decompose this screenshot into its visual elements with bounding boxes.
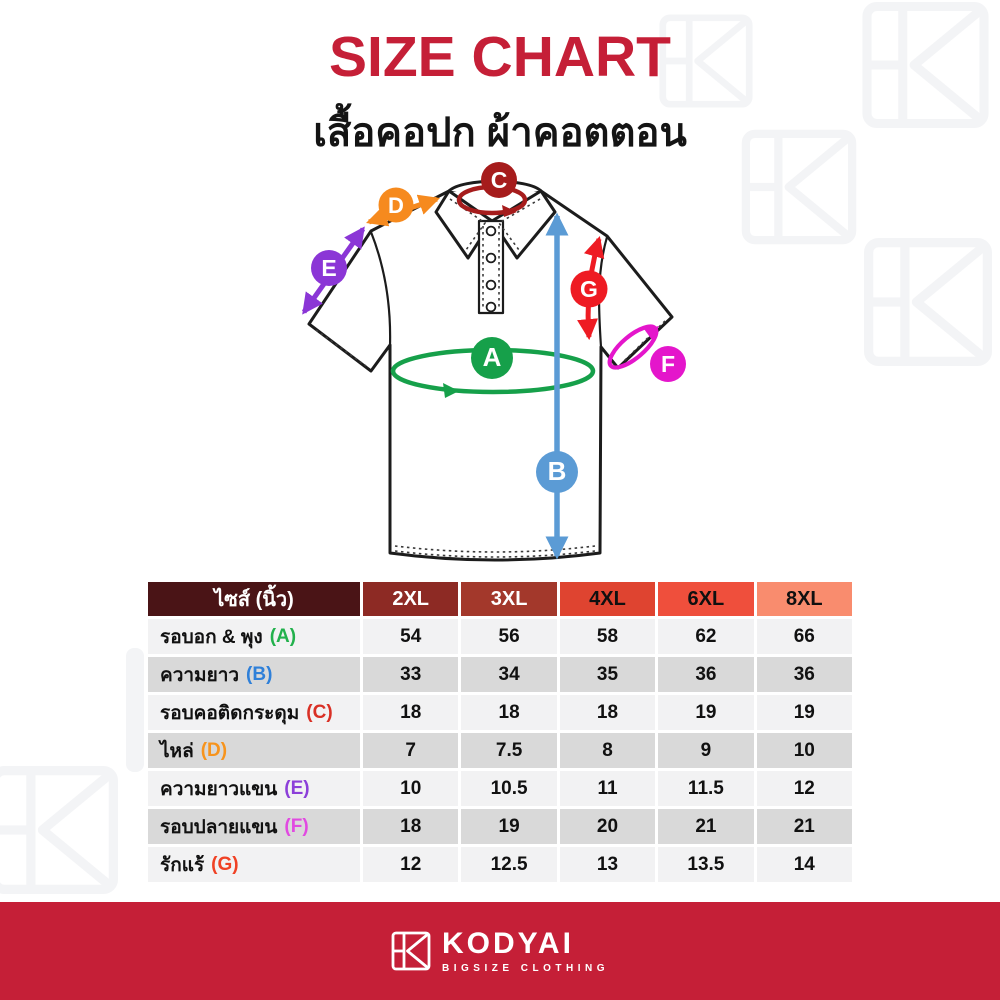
svg-text:B: B	[548, 456, 567, 486]
row-label-collar: รอบคอติดกระดุม (C)	[148, 695, 360, 730]
table-header-8xl: 8XL	[756, 582, 852, 616]
brand-logo: KODYAI BIGSIZE CLOTHING	[391, 928, 609, 974]
svg-text:D: D	[388, 193, 404, 218]
page-subtitle: เสื้อคอปก ผ้าคอตตอน	[313, 111, 687, 155]
row-label-shoulder: ไหล่ (D)	[148, 733, 360, 768]
table-header-4xl: 4XL	[559, 582, 656, 616]
table-value: 19	[658, 695, 754, 730]
row-label-sleeve-length: ความยาวแขน (E)	[148, 771, 360, 806]
table-value: 56	[461, 619, 557, 654]
page-title: SIZE CHART	[329, 25, 671, 89]
table-header-2xl: 2XL	[363, 582, 459, 616]
row-label-chest: รอบอก & พุง (A)	[148, 619, 360, 654]
table-header-size: ไซส์ (นิ้ว)	[148, 582, 360, 616]
svg-text:E: E	[321, 255, 336, 281]
brand-name: KODYAI	[442, 927, 574, 961]
table-value: 10	[363, 771, 459, 806]
row-label-length: ความยาว (B)	[148, 657, 360, 692]
table-value: 66	[756, 619, 852, 654]
table-value: 10.5	[461, 771, 557, 806]
table-value: 21	[756, 809, 852, 844]
table-value: 7.5	[461, 733, 557, 768]
size-table: ไซส์ (นิ้ว) 2XL 3XL 4XL 6XL 8XL รอบอก & …	[148, 582, 852, 882]
svg-text:A: A	[483, 342, 502, 372]
table-value: 8	[559, 733, 656, 768]
brand-text: KODYAI BIGSIZE CLOTHING	[442, 928, 609, 974]
measure-g-armpit: G	[570, 235, 608, 341]
table-value: 18	[363, 809, 459, 844]
measure-a-chest: A	[390, 337, 596, 398]
table-value: 20	[559, 809, 656, 844]
placket-buttons	[485, 225, 497, 313]
shirt-measurement-diagram: A B C D E F G	[301, 162, 686, 562]
measure-b-length: B	[536, 212, 578, 560]
svg-text:C: C	[491, 167, 508, 193]
table-value: 9	[658, 733, 754, 768]
table-value: 13.5	[658, 847, 754, 882]
table-value: 58	[559, 619, 656, 654]
kodyai-k-icon	[391, 931, 431, 971]
table-value: 14	[756, 847, 852, 882]
table-value: 18	[461, 695, 557, 730]
brand-tagline: BIGSIZE CLOTHING	[442, 962, 609, 974]
table-value: 21	[658, 809, 754, 844]
table-header-3xl: 3XL	[461, 582, 557, 616]
table-value: 18	[363, 695, 459, 730]
footer-band: KODYAI BIGSIZE CLOTHING	[0, 902, 1000, 1000]
row-label-armpit: รักแร้ (G)	[148, 847, 360, 882]
measure-d-shoulder: D	[366, 187, 440, 227]
table-header-6xl: 6XL	[658, 582, 754, 616]
table-value: 18	[559, 695, 656, 730]
table-value: 36	[756, 657, 852, 692]
measure-f-cuff: F	[607, 324, 686, 382]
table-value: 19	[756, 695, 852, 730]
table-value: 7	[363, 733, 459, 768]
table-value: 35	[559, 657, 656, 692]
measure-c-collar: C	[456, 162, 528, 217]
table-value: 13	[559, 847, 656, 882]
table-value: 62	[658, 619, 754, 654]
svg-text:G: G	[580, 276, 598, 302]
table-value: 11.5	[658, 771, 754, 806]
measure-e-sleeve-length: E	[301, 226, 366, 315]
table-value: 11	[559, 771, 656, 806]
table-value: 33	[363, 657, 459, 692]
table-value: 54	[363, 619, 459, 654]
row-label-cuff: รอบปลายแขน (F)	[148, 809, 360, 844]
table-value: 19	[461, 809, 557, 844]
table-value: 10	[756, 733, 852, 768]
table-value: 12	[363, 847, 459, 882]
svg-text:F: F	[661, 351, 675, 377]
table-value: 12.5	[461, 847, 557, 882]
table-value: 12	[756, 771, 852, 806]
table-value: 34	[461, 657, 557, 692]
table-value: 36	[658, 657, 754, 692]
